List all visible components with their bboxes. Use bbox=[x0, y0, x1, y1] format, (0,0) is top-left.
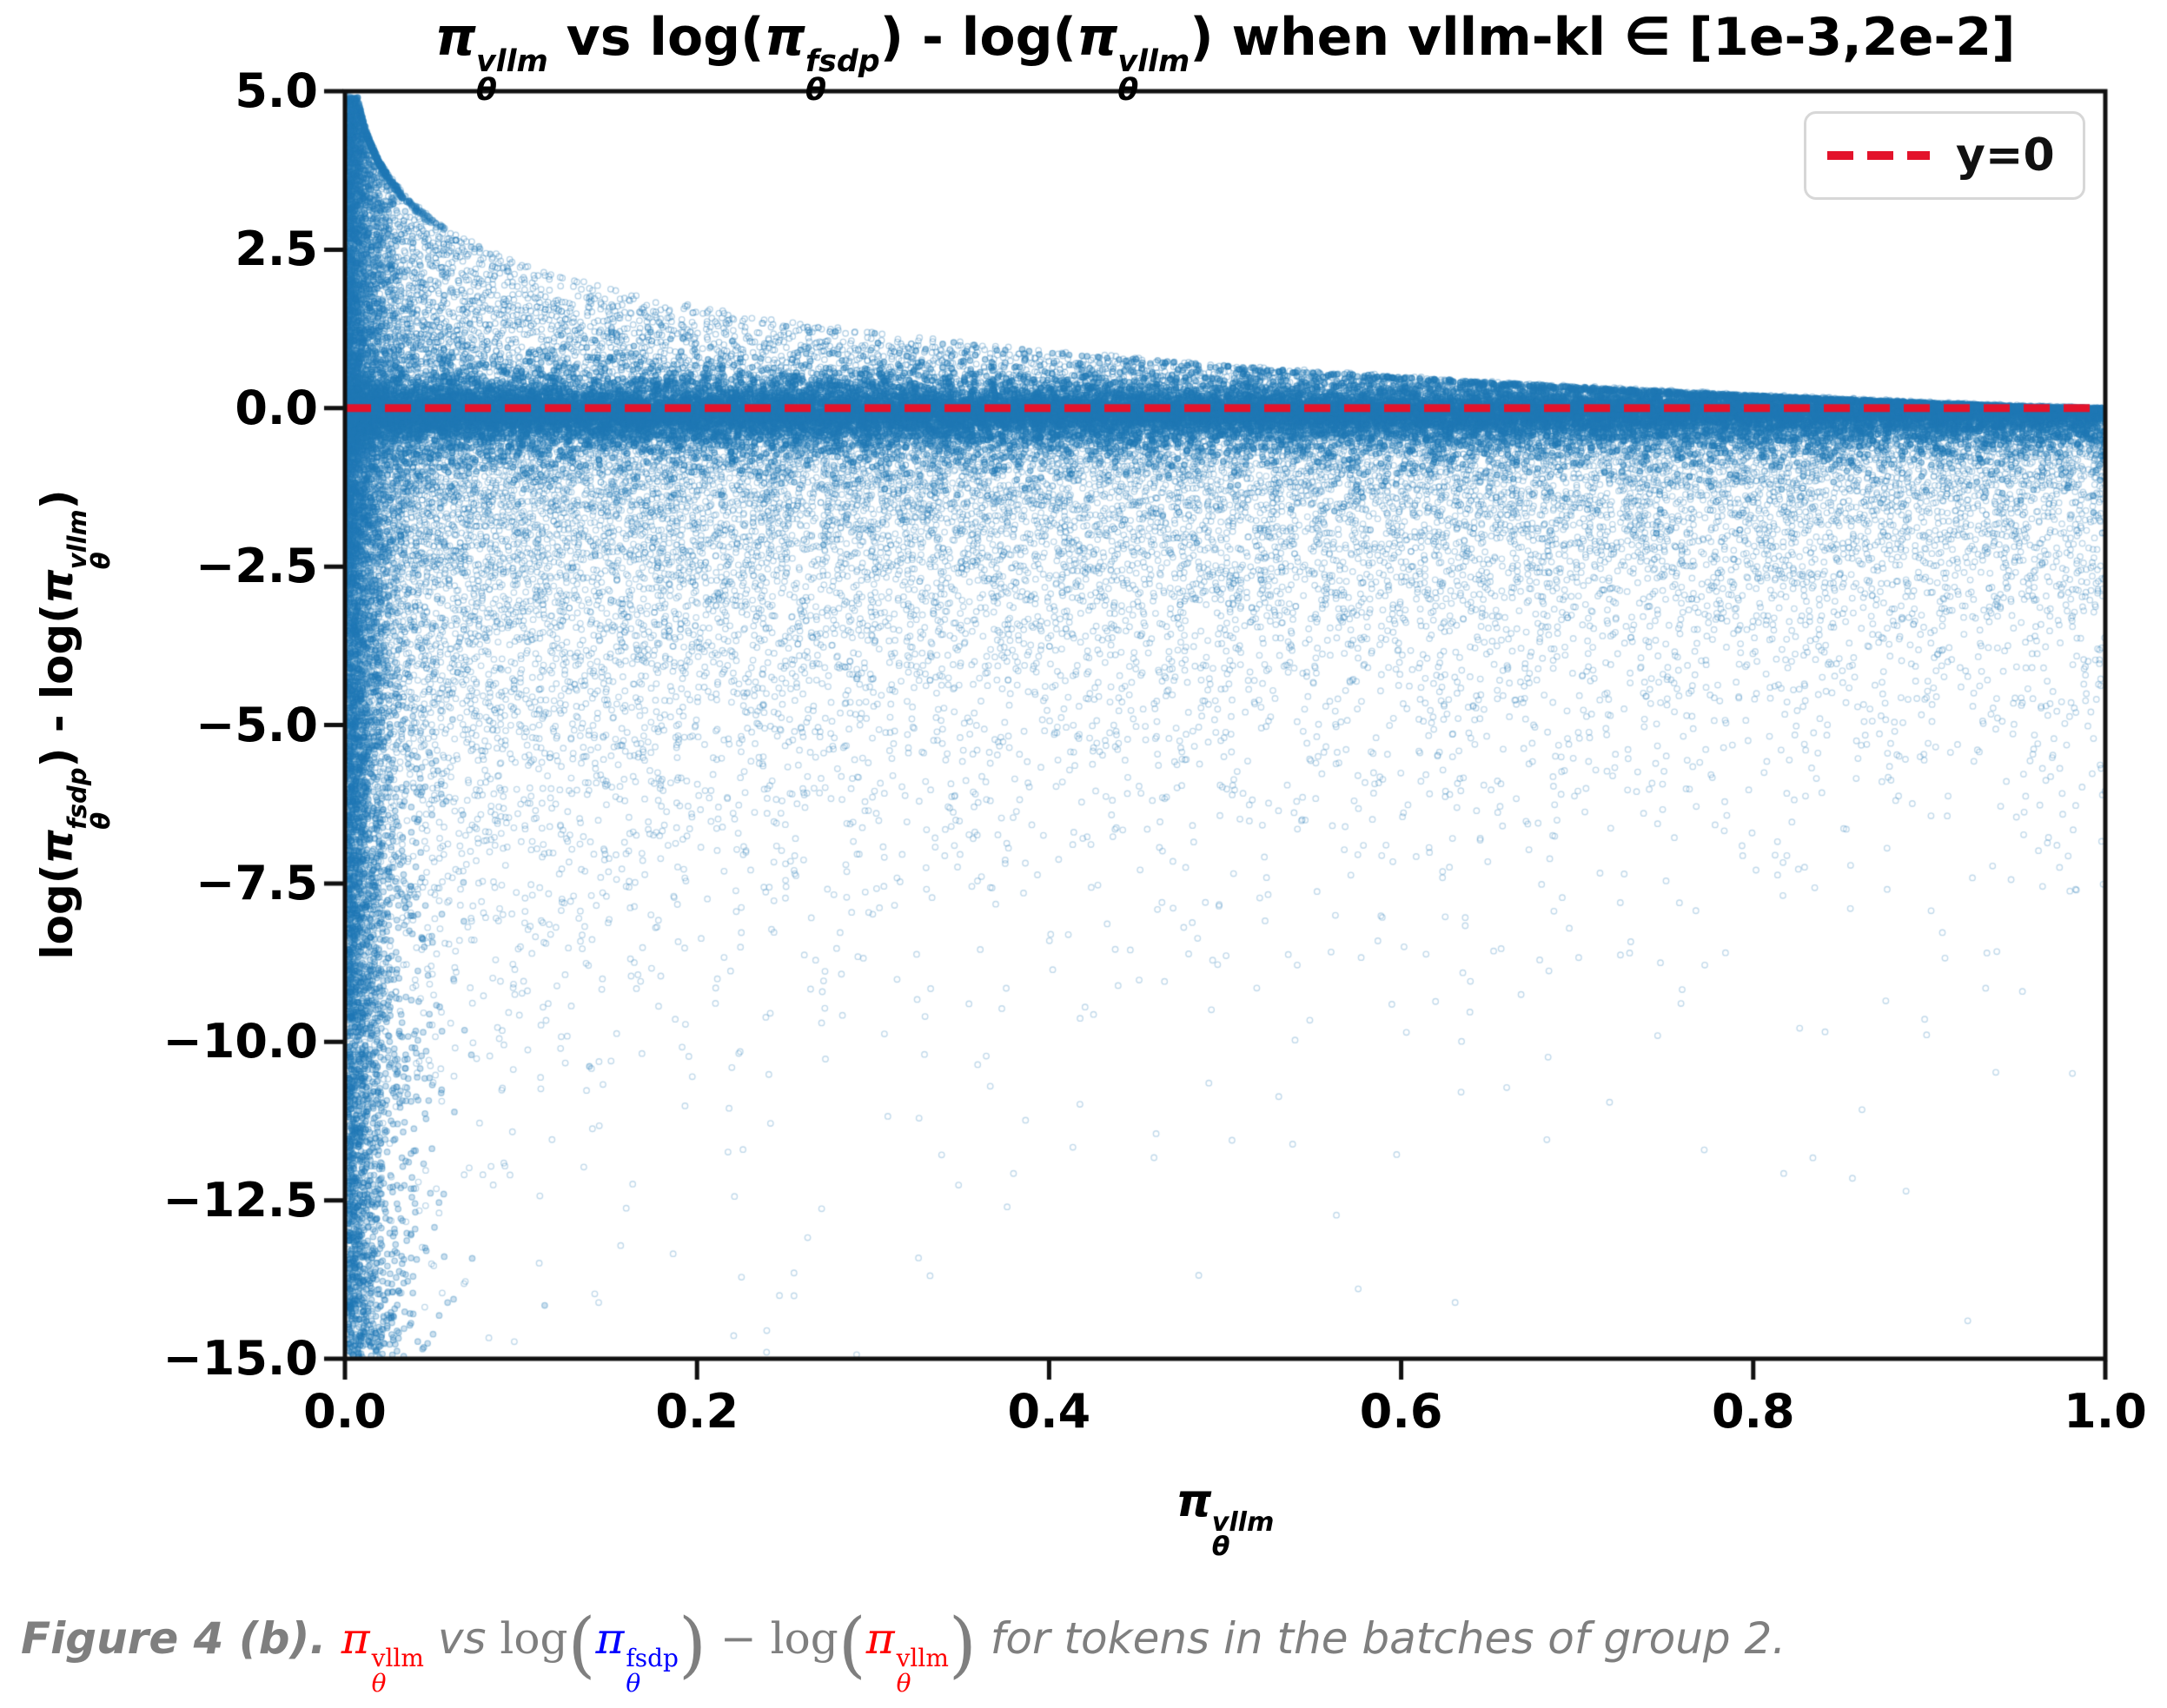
legend-dashed-line-sample bbox=[1827, 151, 1930, 160]
y-tick-label-−12.5: −12.5 bbox=[162, 1172, 318, 1228]
left-paren: ( bbox=[567, 1604, 596, 1686]
pi-subsup: vllm θ bbox=[475, 44, 548, 109]
pi-symbol: π bbox=[1076, 7, 1118, 68]
x-tick-label-0.6: 0.6 bbox=[1359, 1384, 1443, 1439]
legend: y=0 bbox=[1804, 111, 2085, 200]
caption-figure-label: Figure 4 (b) bbox=[21, 1612, 310, 1664]
y-tick-label-−15.0: −15.0 bbox=[162, 1331, 318, 1386]
pi-subsup: fsdp θ bbox=[805, 44, 880, 109]
x-tick-label-1.0: 1.0 bbox=[2064, 1384, 2147, 1439]
y-tick-label-−7.5: −7.5 bbox=[195, 855, 318, 910]
y-tick-label-−2.5: −2.5 bbox=[195, 539, 318, 594]
pi-subsup: fsdp θ bbox=[62, 767, 116, 830]
chart-title: π vllm θ vs log(π fsdp θ) - log(π vllm θ) when… bbox=[434, 7, 2016, 109]
figure-caption: Figure 4 (b). π vllm θ vs log(π fsdp θ) − lo… bbox=[21, 1604, 1786, 1698]
y-tick-label-−5.0: −5.0 bbox=[195, 697, 318, 752]
pi-symbol: π bbox=[764, 7, 806, 68]
y-tick-label-0.0: 0.0 bbox=[235, 380, 318, 435]
y-tick-label-2.5: 2.5 bbox=[235, 222, 318, 277]
pi-symbol: π bbox=[1176, 1475, 1212, 1527]
right-paren: ) bbox=[948, 1604, 977, 1686]
caption-pi-vllm: π vllm θ bbox=[865, 1612, 949, 1698]
pi-subsup: vllm θ bbox=[1117, 44, 1190, 109]
right-paren: ) bbox=[678, 1604, 706, 1686]
x-axis-label: π vllm θ bbox=[1176, 1475, 1275, 1560]
caption-pi-fsdp: π fsdp θ bbox=[595, 1612, 679, 1698]
pi-symbol: π bbox=[434, 7, 476, 68]
y-tick-label-−10.0: −10.0 bbox=[162, 1014, 318, 1069]
pi-subsup: vllm θ bbox=[1211, 1506, 1275, 1563]
x-tick-label-0.2: 0.2 bbox=[655, 1384, 739, 1439]
x-tick-label-0.8: 0.8 bbox=[1711, 1384, 1795, 1439]
pi-symbol: π bbox=[31, 829, 83, 864]
caption-pi-vllm: π vllm θ bbox=[341, 1612, 424, 1698]
y-tick-label-5.0: 5.0 bbox=[235, 63, 318, 118]
x-tick-label-0.4: 0.4 bbox=[1007, 1384, 1091, 1439]
left-paren: ( bbox=[838, 1604, 866, 1686]
x-tick-label-0.0: 0.0 bbox=[303, 1384, 387, 1439]
legend-entry-label: y=0 bbox=[1956, 129, 2055, 182]
caption-tail: for tokens in the batches of group 2. bbox=[976, 1612, 1786, 1664]
